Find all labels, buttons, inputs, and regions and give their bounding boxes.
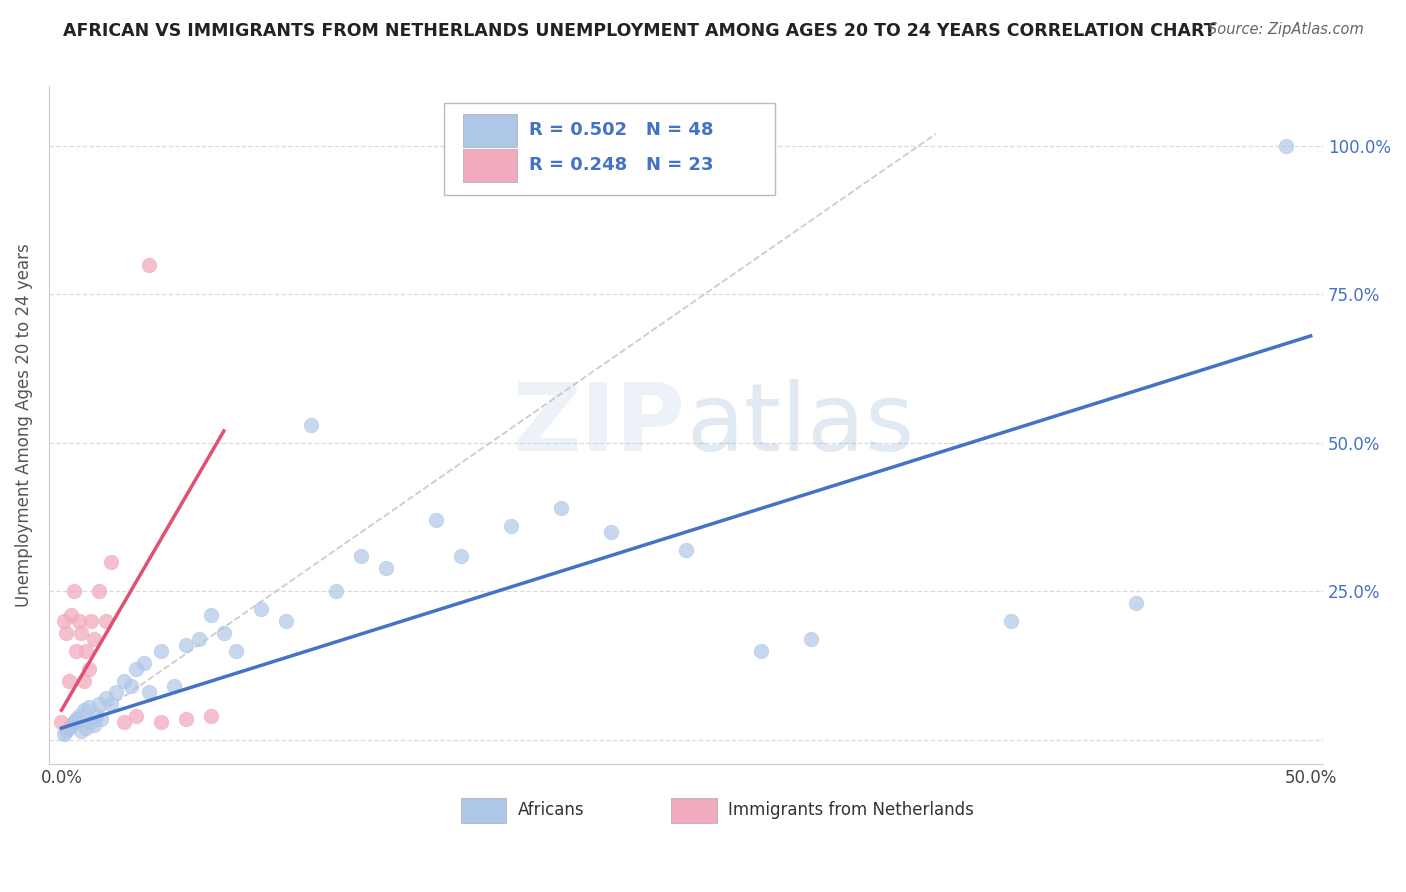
Text: Immigrants from Netherlands: Immigrants from Netherlands <box>728 802 974 820</box>
Point <box>60 608 83 623</box>
Point <box>52 727 75 741</box>
Point <box>90 712 112 726</box>
Point <box>67 614 90 628</box>
Text: R = 0.502   N = 48: R = 0.502 N = 48 <box>529 121 714 139</box>
Point <box>100 698 122 712</box>
Point <box>550 501 572 516</box>
Point <box>600 524 623 539</box>
Point <box>63 715 86 730</box>
Point <box>125 709 148 723</box>
Point <box>1274 138 1296 153</box>
Point <box>77 662 100 676</box>
Point <box>83 718 105 732</box>
Point <box>112 715 135 730</box>
Point <box>73 673 96 688</box>
Point <box>425 513 447 527</box>
Point <box>501 519 523 533</box>
Point <box>75 721 97 735</box>
Point <box>87 584 110 599</box>
Point <box>52 614 75 628</box>
Point <box>80 715 103 730</box>
Point <box>100 555 122 569</box>
Point <box>77 700 100 714</box>
Point <box>200 709 222 723</box>
Point <box>276 614 298 628</box>
Point <box>73 703 96 717</box>
FancyBboxPatch shape <box>463 148 516 182</box>
Point <box>1125 596 1147 610</box>
Point <box>86 709 108 723</box>
Point <box>60 718 83 732</box>
Point <box>83 632 105 646</box>
FancyBboxPatch shape <box>463 114 516 147</box>
Point <box>450 549 472 563</box>
Point <box>176 638 198 652</box>
Point <box>150 644 173 658</box>
Point <box>200 608 222 623</box>
Point <box>187 632 209 646</box>
Point <box>96 691 118 706</box>
Point <box>58 673 80 688</box>
Text: AFRICAN VS IMMIGRANTS FROM NETHERLANDS UNEMPLOYMENT AMONG AGES 20 TO 24 YEARS CO: AFRICAN VS IMMIGRANTS FROM NETHERLANDS U… <box>63 22 1216 40</box>
Point <box>120 680 142 694</box>
Point <box>65 644 87 658</box>
Point <box>70 626 93 640</box>
Point <box>176 712 198 726</box>
Point <box>55 724 77 739</box>
Point <box>65 712 87 726</box>
Text: Source: ZipAtlas.com: Source: ZipAtlas.com <box>1208 22 1364 37</box>
Y-axis label: Unemployment Among Ages 20 to 24 years: Unemployment Among Ages 20 to 24 years <box>15 244 32 607</box>
Point <box>63 584 86 599</box>
Text: R = 0.248   N = 23: R = 0.248 N = 23 <box>529 156 714 175</box>
Text: ZIP: ZIP <box>513 379 686 471</box>
Point <box>51 715 73 730</box>
Point <box>96 614 118 628</box>
Point <box>87 698 110 712</box>
FancyBboxPatch shape <box>444 103 775 194</box>
Point <box>132 656 155 670</box>
Text: atlas: atlas <box>686 379 914 471</box>
Point <box>67 709 90 723</box>
Point <box>105 685 128 699</box>
FancyBboxPatch shape <box>461 798 506 822</box>
Text: Africans: Africans <box>517 802 585 820</box>
Point <box>138 685 160 699</box>
Point <box>125 662 148 676</box>
FancyBboxPatch shape <box>671 798 717 822</box>
Point <box>325 584 347 599</box>
Point <box>58 721 80 735</box>
Point <box>299 418 322 433</box>
Point <box>112 673 135 688</box>
Point <box>749 644 772 658</box>
Point <box>225 644 247 658</box>
Point <box>80 614 103 628</box>
Point <box>250 602 273 616</box>
Point <box>212 626 235 640</box>
Point <box>800 632 823 646</box>
Point <box>138 258 160 272</box>
Point <box>163 680 186 694</box>
Point <box>675 542 697 557</box>
Point <box>1000 614 1022 628</box>
Point <box>70 724 93 739</box>
Point <box>55 626 77 640</box>
Point <box>75 644 97 658</box>
Point <box>150 715 173 730</box>
Point <box>375 560 398 574</box>
Point <box>350 549 373 563</box>
